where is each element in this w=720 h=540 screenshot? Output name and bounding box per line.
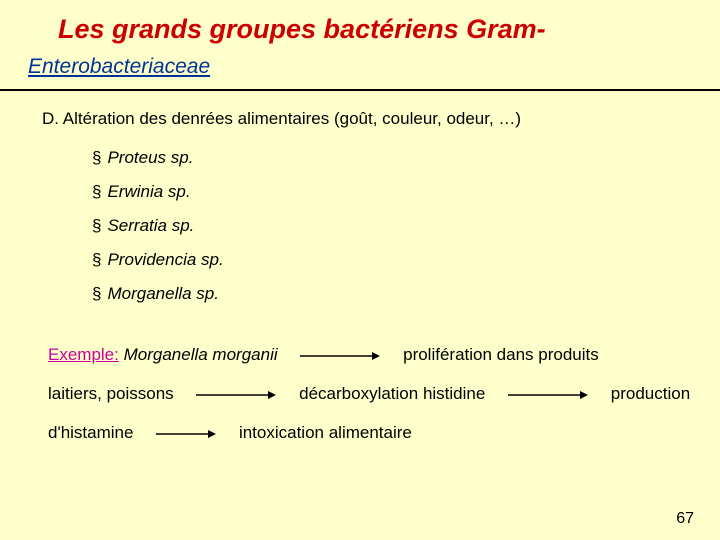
page-number: 67 xyxy=(676,510,694,528)
bullet-icon: § xyxy=(92,250,101,270)
bullet-icon: § xyxy=(92,148,101,168)
species-name: Proteus sp. xyxy=(107,148,193,167)
species-name: Morganella sp. xyxy=(107,284,219,303)
step-text: production xyxy=(611,384,690,403)
step-text: laitiers, poissons xyxy=(48,384,174,403)
species-list: §Proteus sp. §Erwinia sp. §Serratia sp. … xyxy=(0,129,720,311)
step-text: d'histamine xyxy=(48,423,133,442)
step-text: prolifération dans produits xyxy=(403,345,599,364)
arrow-icon xyxy=(156,428,216,440)
list-item: § Morganella sp. xyxy=(92,277,720,311)
organism-name: Morganella morganii xyxy=(124,345,278,364)
bullet-icon: § xyxy=(92,284,101,304)
arrow-icon xyxy=(508,389,588,401)
step-text: décarboxylation histidine xyxy=(299,384,485,403)
arrow-icon xyxy=(300,350,380,362)
list-item: § Providencia sp. xyxy=(92,243,720,277)
slide-subtitle: Enterobacteriaceae xyxy=(0,49,720,89)
list-item: § Serratia sp. xyxy=(92,209,720,243)
list-item: § Erwinia sp. xyxy=(92,175,720,209)
example-line-3: d'histamine intoxication alimentaire xyxy=(48,413,720,452)
example-block: Exemple: Morganella morganii proliférati… xyxy=(0,311,720,452)
species-name: Erwinia sp. xyxy=(107,182,190,201)
species-name: Providencia sp. xyxy=(107,250,223,269)
bullet-icon: § xyxy=(92,182,101,202)
bullet-icon: § xyxy=(92,216,101,236)
section-heading: D. Altération des denrées alimentaires (… xyxy=(0,91,720,129)
arrow-icon xyxy=(196,389,276,401)
example-line-2: laitiers, poissons décarboxylation histi… xyxy=(48,374,720,413)
step-text: intoxication alimentaire xyxy=(239,423,412,442)
list-item: § Proteus sp. xyxy=(92,141,720,175)
example-label: Exemple: xyxy=(48,345,119,364)
slide-title: Les grands groupes bactériens Gram- xyxy=(0,0,720,49)
example-line-1: Exemple: Morganella morganii proliférati… xyxy=(48,335,720,374)
species-name: Serratia sp. xyxy=(107,216,194,235)
